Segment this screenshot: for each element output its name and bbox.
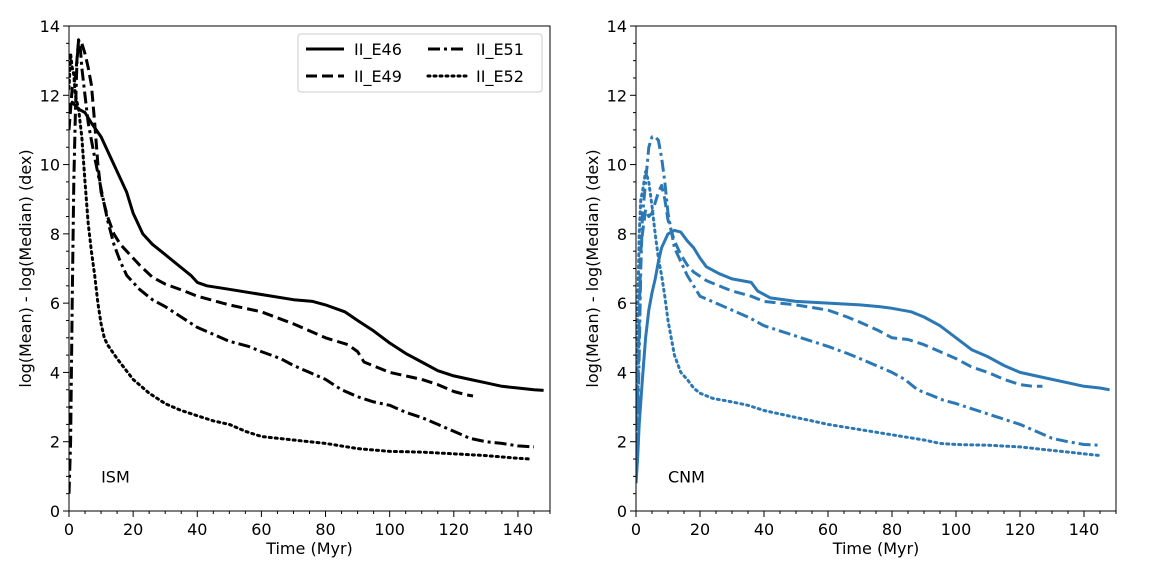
x-tick-label: 40 <box>187 520 207 539</box>
x-tick-label: 20 <box>123 520 143 539</box>
x-tick-label: 0 <box>64 520 74 539</box>
x-tick-label: 120 <box>439 520 470 539</box>
y-tick-label: 10 <box>40 156 60 175</box>
x-tick-label: 60 <box>818 520 838 539</box>
x-tick-label: 100 <box>374 520 405 539</box>
x-tick-label: 60 <box>251 520 271 539</box>
plot-frame <box>68 25 551 512</box>
series-line-ii-e51 <box>69 38 535 494</box>
y-tick-label: 2 <box>50 433 60 452</box>
x-tick-label: 140 <box>1069 520 1100 539</box>
y-tick-label: 6 <box>50 294 60 313</box>
panel-label: ISM <box>101 467 130 486</box>
x-tick-label: 80 <box>315 520 335 539</box>
series-line-ii-e46 <box>69 100 544 392</box>
x-tick-label: 120 <box>1005 520 1036 539</box>
series-line-ii-e52 <box>69 52 533 461</box>
y-tick-label: 8 <box>617 225 627 244</box>
y-tick-label: 10 <box>607 156 627 175</box>
x-tick-label: 40 <box>754 520 774 539</box>
x-axis-label: Time (Myr) <box>265 539 353 558</box>
series-line-ii-e49 <box>69 38 474 398</box>
y-axis-label: log(Mean) - log(Median) (dex) <box>16 149 35 387</box>
panel-label: CNM <box>668 467 705 486</box>
y-tick-label: 12 <box>40 86 60 105</box>
series-line-ii-e51 <box>636 135 1101 477</box>
y-tick-label: 14 <box>40 17 60 36</box>
y-tick-label: 0 <box>617 502 627 521</box>
y-tick-label: 4 <box>50 363 60 382</box>
x-tick-label: 140 <box>503 520 534 539</box>
y-tick-label: 0 <box>50 502 60 521</box>
y-axis-label: log(Mean) - log(Median) (dex) <box>583 149 602 387</box>
legend-label: II_E46 <box>354 40 402 60</box>
y-tick-label: 6 <box>617 294 627 313</box>
legend-label: II_E49 <box>354 67 402 87</box>
x-tick-label: 80 <box>882 520 902 539</box>
x-tick-label: 0 <box>631 520 641 539</box>
y-tick-label: 2 <box>617 433 627 452</box>
legend-label: II_E51 <box>476 40 524 60</box>
y-tick-label: 8 <box>50 225 60 244</box>
series-line-ii-e46 <box>636 228 1110 484</box>
series-line-ii-e52 <box>636 170 1102 458</box>
y-tick-label: 4 <box>617 363 627 382</box>
left-panel-ism: 0 20 40 60 80 100 120 140 0 2 4 6 8 10 12 14 Time (Myr) l… <box>16 17 551 558</box>
legend-label: II_E52 <box>476 67 524 87</box>
right-panel-cnm: 0 20 40 60 80 100 120 140 0 2 4 6 8 10 12 14 Time (Myr) l… <box>583 17 1117 558</box>
y-tick-label: 12 <box>607 86 627 105</box>
y-tick-label: 14 <box>607 17 627 36</box>
legend: II_E46 II_E49 II_E51 II_E52 <box>297 33 543 93</box>
x-axis-label: Time (Myr) <box>832 539 920 558</box>
x-tick-label: 100 <box>941 520 972 539</box>
x-tick-label: 20 <box>690 520 710 539</box>
series-line-ii-e49 <box>636 183 1043 477</box>
